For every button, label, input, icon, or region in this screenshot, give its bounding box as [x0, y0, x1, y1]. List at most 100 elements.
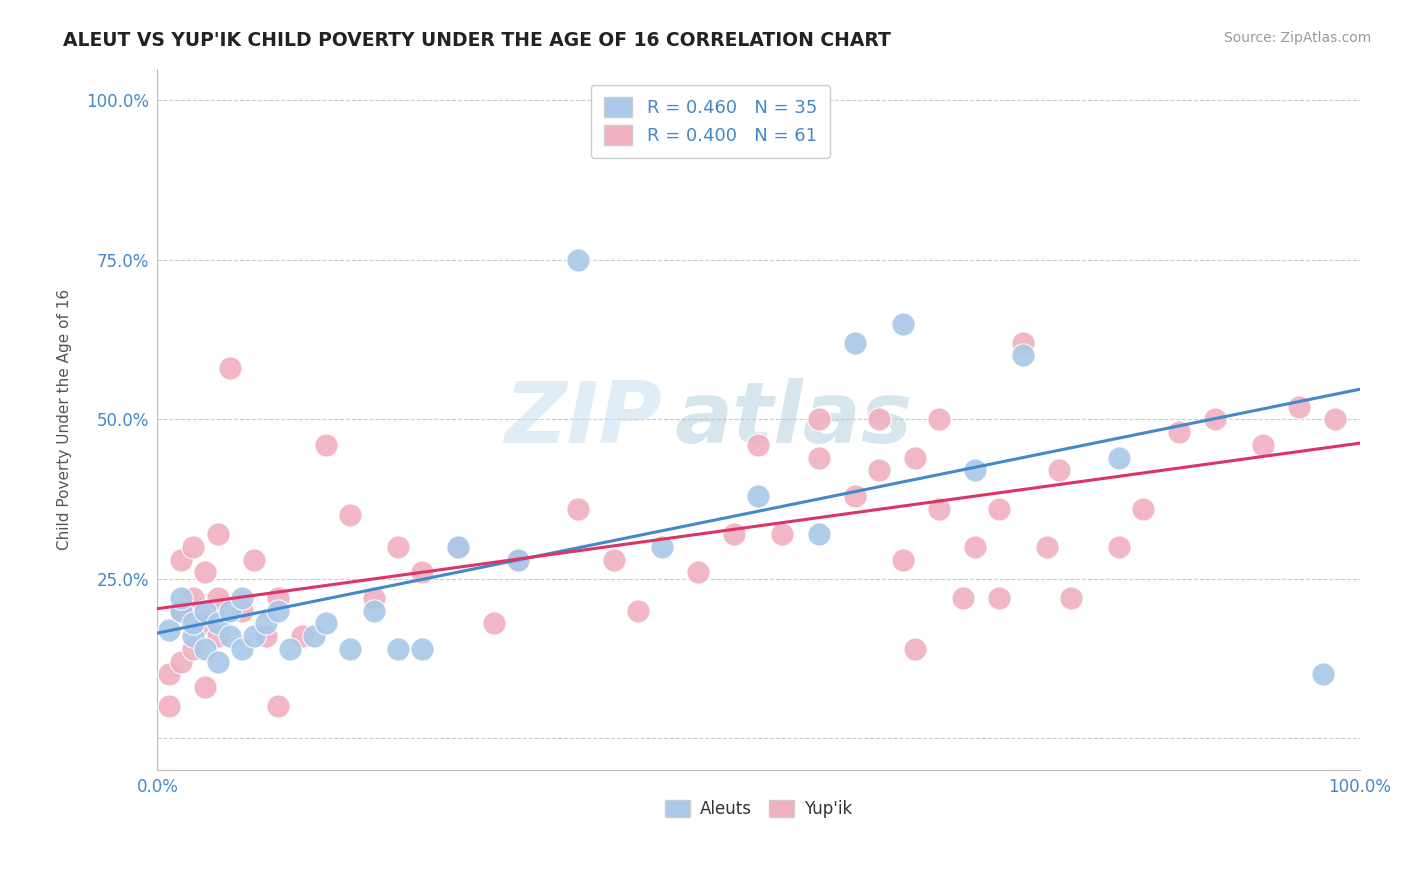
- Point: [627, 603, 650, 617]
- Point: [207, 527, 229, 541]
- Point: [207, 655, 229, 669]
- Point: [1312, 667, 1334, 681]
- Point: [231, 641, 253, 656]
- Point: [339, 641, 361, 656]
- Point: [987, 501, 1010, 516]
- Point: [904, 641, 927, 656]
- Point: [170, 552, 193, 566]
- Point: [159, 667, 181, 681]
- Point: [807, 527, 830, 541]
- Point: [928, 412, 950, 426]
- Point: [170, 603, 193, 617]
- Point: [844, 489, 866, 503]
- Point: [194, 603, 217, 617]
- Point: [194, 641, 217, 656]
- Point: [159, 699, 181, 714]
- Point: [506, 552, 529, 566]
- Point: [183, 540, 205, 554]
- Point: [1108, 540, 1130, 554]
- Point: [207, 591, 229, 605]
- Point: [194, 680, 217, 694]
- Point: [291, 629, 314, 643]
- Point: [891, 552, 914, 566]
- Point: [194, 566, 217, 580]
- Point: [194, 616, 217, 631]
- Text: ZIP: ZIP: [505, 377, 662, 461]
- Point: [1253, 438, 1275, 452]
- Point: [447, 540, 470, 554]
- Point: [807, 412, 830, 426]
- Point: [963, 540, 986, 554]
- Point: [651, 540, 673, 554]
- Point: [242, 629, 264, 643]
- Point: [411, 566, 433, 580]
- Point: [447, 540, 470, 554]
- Point: [183, 641, 205, 656]
- Point: [254, 616, 277, 631]
- Point: [170, 591, 193, 605]
- Point: [688, 566, 710, 580]
- Legend: Aleuts, Yup'ik: Aleuts, Yup'ik: [658, 793, 859, 825]
- Point: [159, 623, 181, 637]
- Point: [1012, 349, 1035, 363]
- Point: [207, 616, 229, 631]
- Point: [603, 552, 626, 566]
- Point: [1168, 425, 1191, 439]
- Text: ALEUT VS YUP'IK CHILD POVERTY UNDER THE AGE OF 16 CORRELATION CHART: ALEUT VS YUP'IK CHILD POVERTY UNDER THE …: [63, 31, 891, 50]
- Point: [1108, 450, 1130, 465]
- Point: [963, 463, 986, 477]
- Point: [363, 603, 385, 617]
- Point: [868, 412, 890, 426]
- Point: [266, 699, 288, 714]
- Point: [952, 591, 974, 605]
- Point: [170, 603, 193, 617]
- Point: [928, 501, 950, 516]
- Point: [266, 603, 288, 617]
- Point: [891, 317, 914, 331]
- Point: [987, 591, 1010, 605]
- Point: [1036, 540, 1059, 554]
- Point: [904, 450, 927, 465]
- Point: [207, 629, 229, 643]
- Point: [807, 450, 830, 465]
- Point: [218, 361, 240, 376]
- Point: [567, 501, 589, 516]
- Point: [363, 591, 385, 605]
- Point: [315, 438, 337, 452]
- Point: [1060, 591, 1083, 605]
- Text: Source: ZipAtlas.com: Source: ZipAtlas.com: [1223, 31, 1371, 45]
- Point: [242, 552, 264, 566]
- Point: [387, 641, 409, 656]
- Point: [170, 655, 193, 669]
- Point: [1204, 412, 1226, 426]
- Point: [844, 335, 866, 350]
- Point: [254, 629, 277, 643]
- Point: [218, 629, 240, 643]
- Point: [231, 603, 253, 617]
- Point: [302, 629, 325, 643]
- Point: [747, 489, 769, 503]
- Point: [1324, 412, 1347, 426]
- Point: [183, 616, 205, 631]
- Point: [183, 591, 205, 605]
- Point: [218, 603, 240, 617]
- Point: [1288, 400, 1310, 414]
- Point: [231, 591, 253, 605]
- Point: [567, 252, 589, 267]
- Point: [1132, 501, 1154, 516]
- Point: [387, 540, 409, 554]
- Point: [482, 616, 505, 631]
- Point: [747, 438, 769, 452]
- Point: [868, 463, 890, 477]
- Point: [411, 641, 433, 656]
- Point: [723, 527, 745, 541]
- Point: [506, 552, 529, 566]
- Point: [266, 591, 288, 605]
- Point: [339, 508, 361, 522]
- Point: [315, 616, 337, 631]
- Point: [1047, 463, 1070, 477]
- Point: [1012, 335, 1035, 350]
- Point: [183, 629, 205, 643]
- Point: [278, 641, 301, 656]
- Point: [772, 527, 794, 541]
